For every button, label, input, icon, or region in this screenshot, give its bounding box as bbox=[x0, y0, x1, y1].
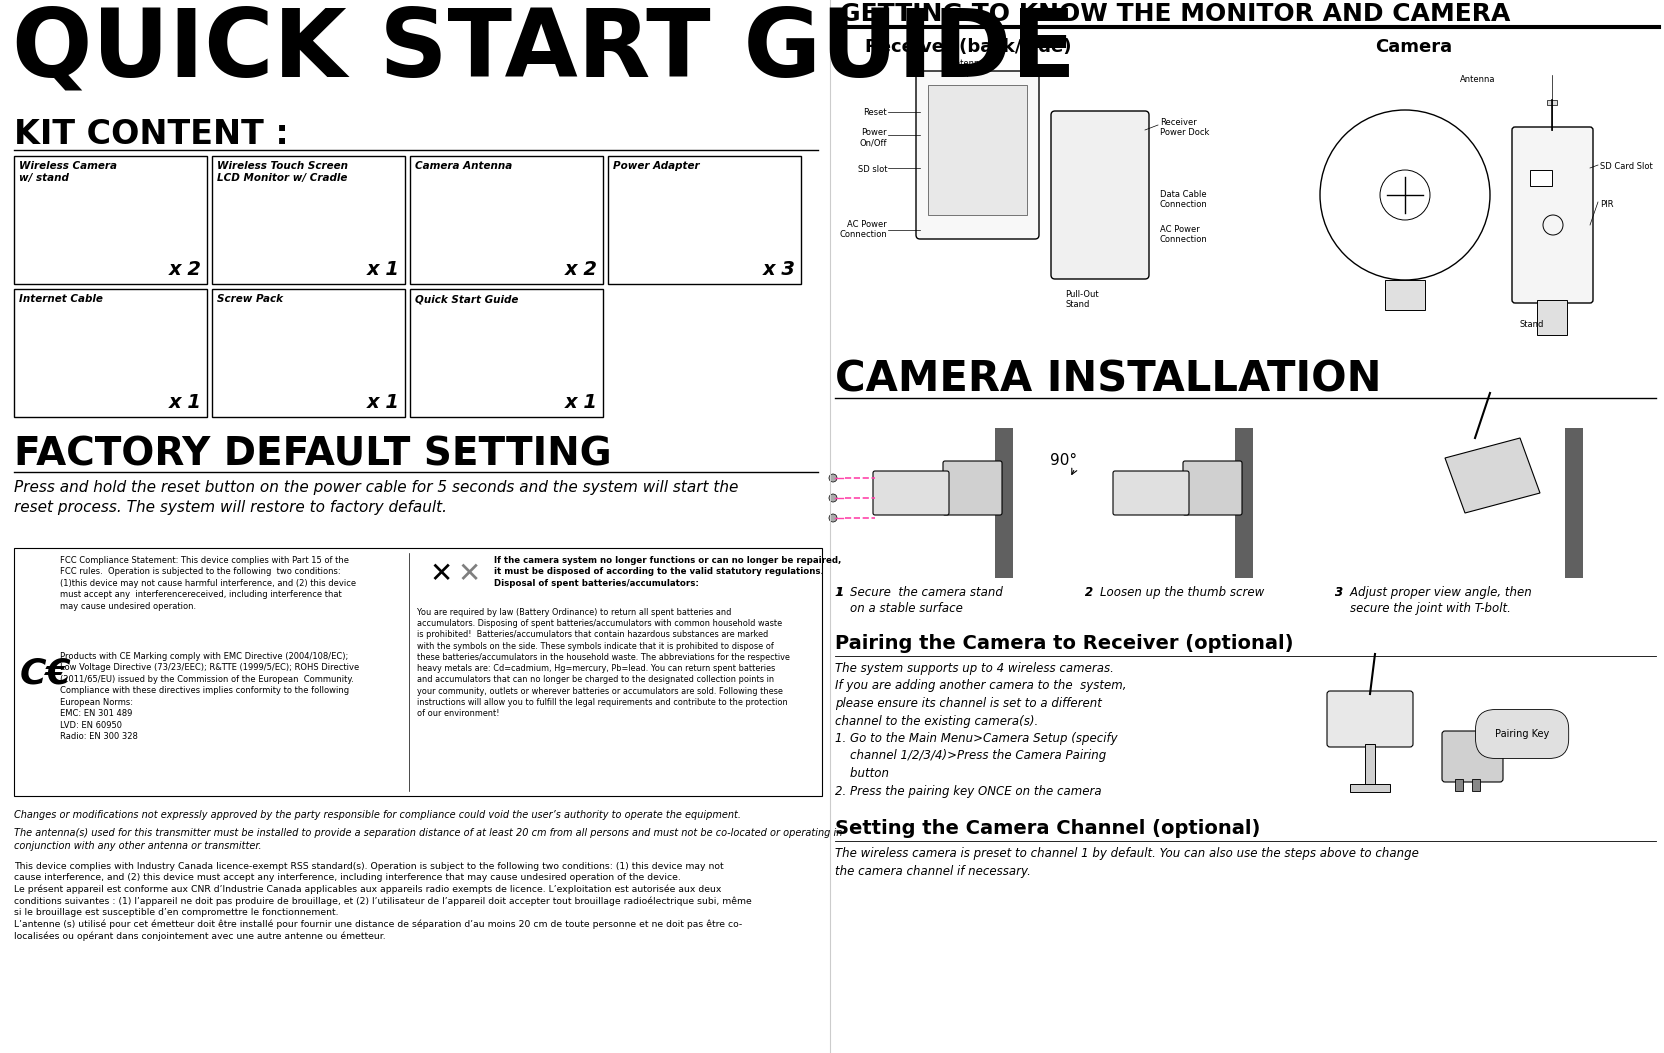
Bar bbox=[1566, 428, 1582, 578]
FancyBboxPatch shape bbox=[1052, 111, 1150, 279]
Text: 1  Secure  the camera stand
    on a stable surface: 1 Secure the camera stand on a stable su… bbox=[835, 587, 1003, 615]
Text: FCC Compliance Statement: This device complies with Part 15 of the
FCC rules.  O: FCC Compliance Statement: This device co… bbox=[60, 556, 356, 611]
Text: x 1: x 1 bbox=[566, 393, 597, 412]
Text: GETTING TO KNOW THE MONITOR AND CAMERA: GETTING TO KNOW THE MONITOR AND CAMERA bbox=[840, 2, 1511, 26]
Text: This device complies with Industry Canada licence-exempt RSS standard(s). Operat: This device complies with Industry Canad… bbox=[13, 862, 752, 941]
Text: x 1: x 1 bbox=[368, 260, 399, 279]
Text: Data Cable
Connection: Data Cable Connection bbox=[1160, 190, 1208, 210]
Bar bbox=[13, 548, 822, 796]
Bar bbox=[1529, 170, 1553, 186]
Text: x 2: x 2 bbox=[566, 260, 597, 279]
Text: KIT CONTENT :: KIT CONTENT : bbox=[13, 118, 290, 151]
Text: Wireless Camera
w/ stand: Wireless Camera w/ stand bbox=[18, 161, 116, 183]
Text: The system supports up to 4 wireless cameras.
If you are adding another camera t: The system supports up to 4 wireless cam… bbox=[835, 662, 1127, 797]
FancyBboxPatch shape bbox=[1443, 731, 1503, 782]
Text: ✕: ✕ bbox=[429, 560, 453, 588]
FancyBboxPatch shape bbox=[874, 471, 948, 515]
Text: Pull-Out
Stand: Pull-Out Stand bbox=[1065, 290, 1098, 310]
FancyBboxPatch shape bbox=[1183, 461, 1241, 515]
Text: The wireless camera is preset to channel 1 by default. You can also use the step: The wireless camera is preset to channel… bbox=[835, 847, 1419, 877]
Text: Power Adapter: Power Adapter bbox=[612, 161, 699, 171]
Text: Antenna: Antenna bbox=[950, 59, 985, 68]
Text: Camera: Camera bbox=[1374, 38, 1453, 56]
Text: AC Power
Connection: AC Power Connection bbox=[1160, 225, 1208, 244]
Circle shape bbox=[829, 514, 837, 522]
Text: Press and hold the reset button on the power cable for 5 seconds and the system : Press and hold the reset button on the p… bbox=[13, 480, 739, 515]
Text: x 2: x 2 bbox=[170, 260, 201, 279]
Text: 2: 2 bbox=[1085, 587, 1093, 599]
Text: 90°: 90° bbox=[1050, 453, 1077, 468]
Text: PIR: PIR bbox=[1601, 200, 1614, 208]
Circle shape bbox=[829, 494, 837, 502]
Text: Screw Pack: Screw Pack bbox=[216, 294, 283, 304]
Bar bbox=[995, 428, 1013, 578]
Text: QUICK START GUIDE: QUICK START GUIDE bbox=[12, 5, 1077, 97]
Text: SD Card Slot: SD Card Slot bbox=[1601, 162, 1652, 171]
Text: SD slot: SD slot bbox=[857, 165, 887, 174]
Text: 1: 1 bbox=[835, 587, 844, 599]
FancyBboxPatch shape bbox=[1326, 691, 1413, 747]
Bar bbox=[13, 156, 206, 284]
Text: Products with CE Marking comply with EMC Directive (2004/108/EC);
Low Voltage Di: Products with CE Marking comply with EMC… bbox=[60, 652, 359, 741]
Bar bbox=[1473, 779, 1479, 791]
Polygon shape bbox=[1444, 438, 1539, 513]
Text: Changes or modifications not expressly approved by the party responsible for com: Changes or modifications not expressly a… bbox=[13, 810, 740, 820]
Text: If the camera system no longer functions or can no longer be repaired,
it must b: If the camera system no longer functions… bbox=[494, 556, 842, 588]
Bar bbox=[929, 85, 1027, 215]
Bar bbox=[1548, 100, 1558, 105]
Text: x 1: x 1 bbox=[368, 393, 399, 412]
Text: x 1: x 1 bbox=[170, 393, 201, 412]
Bar bbox=[1384, 280, 1424, 310]
Bar bbox=[1364, 744, 1374, 784]
Text: Camera Antenna: Camera Antenna bbox=[414, 161, 513, 171]
Bar bbox=[1350, 784, 1389, 792]
Text: Quick Start Guide: Quick Start Guide bbox=[414, 294, 519, 304]
Text: Wireless Touch Screen
LCD Monitor w/ Cradle: Wireless Touch Screen LCD Monitor w/ Cra… bbox=[216, 161, 348, 183]
Text: You are required by law (Battery Ordinance) to return all spent batteries and
ac: You are required by law (Battery Ordinan… bbox=[418, 608, 790, 718]
Bar bbox=[211, 289, 404, 417]
Text: Reset: Reset bbox=[864, 108, 887, 117]
FancyBboxPatch shape bbox=[1513, 127, 1592, 303]
Bar bbox=[1235, 428, 1253, 578]
Bar bbox=[607, 156, 800, 284]
Text: 3  Adjust proper view angle, then
    secure the joint with T-bolt.: 3 Adjust proper view angle, then secure … bbox=[1335, 587, 1533, 615]
Text: FACTORY DEFAULT SETTING: FACTORY DEFAULT SETTING bbox=[13, 435, 612, 473]
Text: Receiver (back/side): Receiver (back/side) bbox=[865, 38, 1072, 56]
Bar bbox=[409, 156, 602, 284]
Text: Pairing Key: Pairing Key bbox=[1494, 729, 1549, 739]
Text: The antenna(s) used for this transmitter must be installed to provide a separati: The antenna(s) used for this transmitter… bbox=[13, 828, 842, 851]
Text: Pairing the Camera to Receiver (optional): Pairing the Camera to Receiver (optional… bbox=[835, 634, 1293, 653]
Circle shape bbox=[829, 474, 837, 482]
Text: x 3: x 3 bbox=[764, 260, 795, 279]
Text: Setting the Camera Channel (optional): Setting the Camera Channel (optional) bbox=[835, 819, 1260, 838]
FancyBboxPatch shape bbox=[915, 71, 1038, 239]
Text: Receiver
Power Dock: Receiver Power Dock bbox=[1160, 118, 1210, 137]
Bar bbox=[409, 289, 602, 417]
Text: C€: C€ bbox=[20, 656, 72, 690]
Text: 2  Loosen up the thumb screw: 2 Loosen up the thumb screw bbox=[1085, 587, 1265, 599]
Text: Internet Cable: Internet Cable bbox=[18, 294, 103, 304]
Text: Stand: Stand bbox=[1519, 320, 1544, 329]
Text: AC Power
Connection: AC Power Connection bbox=[839, 220, 887, 239]
Text: Antenna: Antenna bbox=[1459, 75, 1496, 84]
Bar bbox=[1454, 779, 1463, 791]
Text: ✕: ✕ bbox=[458, 560, 481, 588]
Bar bbox=[13, 289, 206, 417]
Text: CAMERA INSTALLATION: CAMERA INSTALLATION bbox=[835, 358, 1381, 400]
Text: 3: 3 bbox=[1335, 587, 1343, 599]
FancyBboxPatch shape bbox=[1113, 471, 1190, 515]
Bar bbox=[211, 156, 404, 284]
FancyBboxPatch shape bbox=[943, 461, 1002, 515]
Text: Power
On/Off: Power On/Off bbox=[860, 128, 887, 147]
Bar bbox=[1538, 300, 1567, 335]
